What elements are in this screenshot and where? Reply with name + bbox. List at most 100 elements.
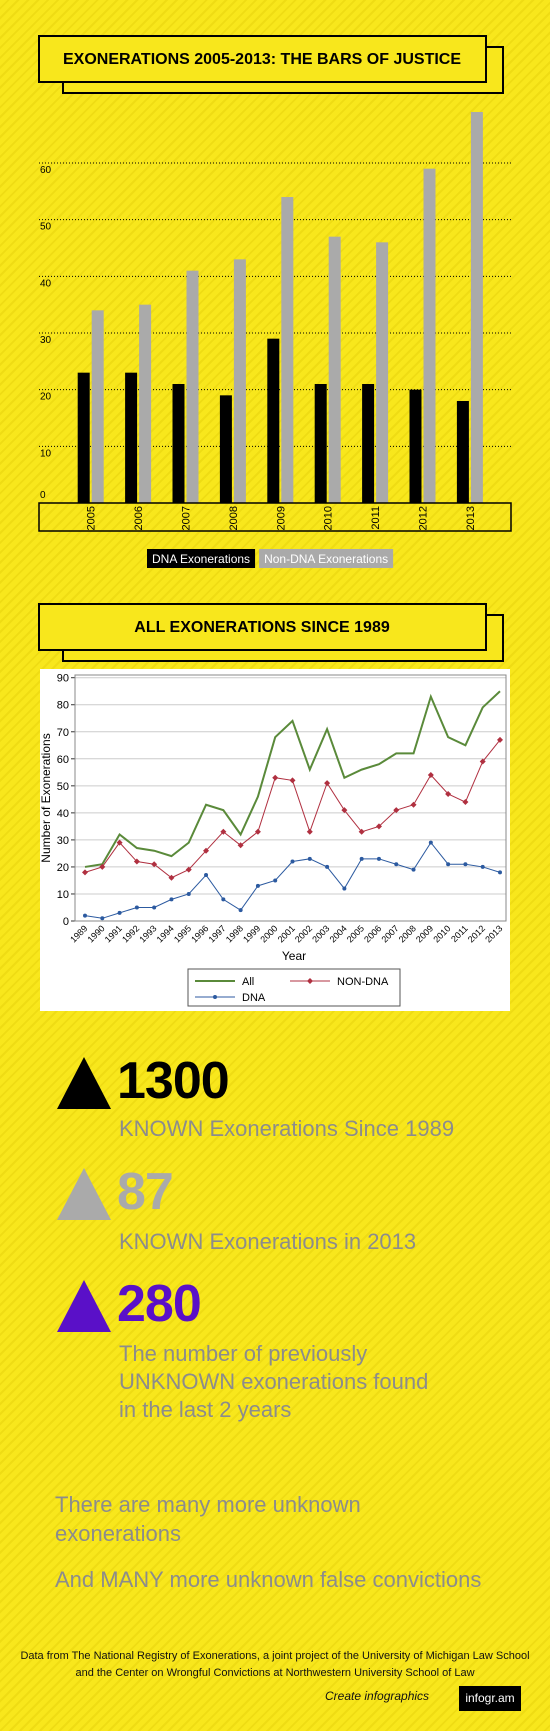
point-marker [99,863,106,870]
point-marker [446,862,451,867]
point-marker [220,828,227,835]
stat-number: 280 [117,1275,202,1333]
bar [77,372,90,503]
x-tick-label: 2012 [418,506,430,530]
legend-marker [307,978,313,984]
point-marker [117,910,122,915]
x-tick-label: 2009 [275,506,287,530]
y-tick-label: 20 [57,862,69,874]
banner [38,603,487,651]
point-marker [462,799,469,806]
stat-text: KNOWN Exonerations in 2013 [119,1229,417,1254]
y-tick-label: 10 [40,448,52,459]
note: And MANY more unknown false convictions [55,1567,482,1592]
point-marker [221,897,226,902]
chart-title: ALL EXONERATIONS SINCE 1989 [134,619,390,636]
stat-text: The number of previously UNKNOWN exonera… [119,1341,429,1422]
y-tick-label: 30 [57,835,69,847]
point-marker [411,867,416,872]
point-marker [290,859,295,864]
bar [456,401,469,503]
x-tick-label: 2011 [370,506,382,530]
legend-label: NON-DNA [337,976,389,988]
y-tick-label: 30 [40,335,52,346]
point-marker [254,828,261,835]
stat-text: KNOWN Exonerations Since 1989 [119,1116,455,1141]
bar [219,395,232,503]
point-marker [168,874,175,881]
point-marker [479,758,486,765]
bar [281,197,294,503]
bar [172,384,185,503]
legend-box [187,968,401,1007]
source: Data from The National Registry of Exone… [20,1650,530,1679]
point-marker [428,840,433,845]
point-marker [445,790,452,797]
y-tick-label: 10 [57,889,69,901]
plot-frame [74,674,507,922]
triangle [57,1280,111,1332]
point-marker [238,908,243,913]
point-marker [341,807,348,814]
y-tick-label: 20 [40,392,52,403]
triangle-icon [57,1280,111,1332]
bar [91,310,104,503]
y-tick-label: 50 [40,222,52,233]
point-marker [325,864,330,869]
bar [328,236,341,503]
point-marker [134,905,139,910]
point-marker [393,807,400,814]
y-tick-label: 50 [57,781,69,793]
stat-number: 1300 [117,1052,230,1110]
bar [409,389,422,503]
point-marker [272,774,279,781]
point-marker [83,913,87,918]
banner [38,35,487,83]
point-marker [306,828,313,835]
point-marker [342,886,347,891]
y-tick-label: 60 [57,754,69,766]
legend-label: Non-DNA Exonerations [264,552,388,566]
series-line [84,690,501,868]
y-tick-label: 0 [40,490,46,501]
point-marker [203,847,210,854]
point-marker [151,861,158,868]
point-marker [289,777,296,784]
x-tick-label: 2008 [228,506,240,530]
point-marker [410,801,417,808]
y-axis-label: Number of Exonerations [39,733,53,862]
point-marker [100,916,105,921]
x-tick-label: 2007 [181,506,193,530]
point-marker [358,828,365,835]
y-tick-label: 40 [57,808,69,820]
bar [362,384,375,503]
x-tick-label: 2005 [86,506,98,530]
bar [470,112,483,503]
credit: Create infographics [325,1689,430,1703]
point-marker [498,870,502,875]
legend-label: DNA [242,992,266,1004]
x-tick-label: 2006 [133,506,145,530]
triangle-icon [57,1057,111,1109]
legend-marker [213,995,217,999]
legend-swatch [259,549,394,568]
legend-swatch [147,549,256,568]
point-marker [169,897,174,902]
point-marker [82,869,88,876]
x-tick-label: 2013 [465,506,477,530]
y-tick-label: 0 [63,916,69,928]
point-marker [185,866,192,873]
bar [186,270,199,503]
point-marker [375,823,382,830]
chart-title: EXONERATIONS 2005-2013: THE BARS OF JUST… [63,51,461,68]
point-marker [116,839,123,846]
point-marker [394,862,399,867]
point-marker [359,856,364,861]
point-marker [497,736,503,743]
y-tick-label: 40 [40,278,52,289]
y-tick-label: 80 [57,700,69,712]
brand[interactable]: infogr.am [459,1686,521,1711]
point-marker [204,873,209,878]
point-marker [427,772,434,779]
